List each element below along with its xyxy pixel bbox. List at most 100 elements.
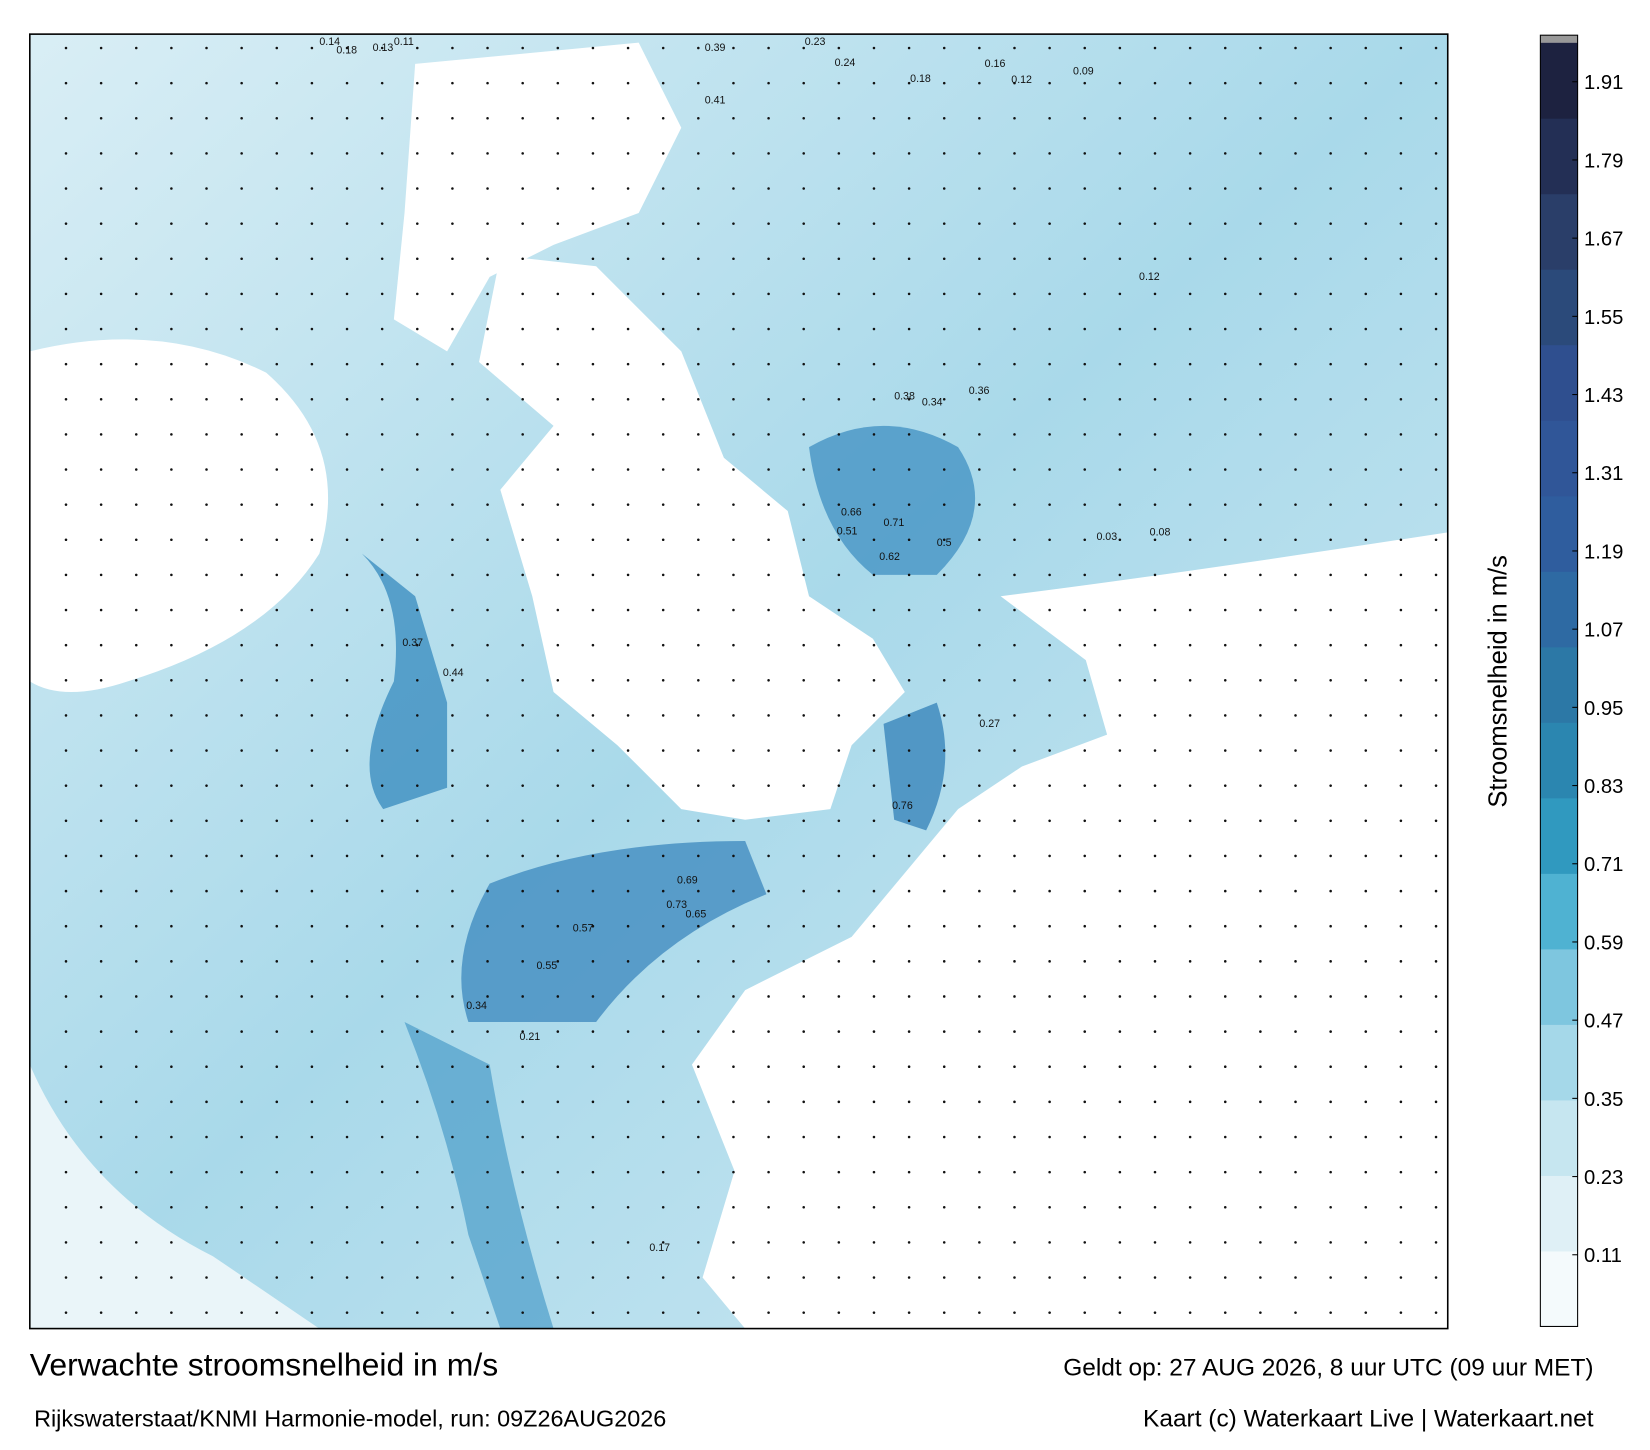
vector-dot [170,362,173,366]
vector-dot [1083,46,1087,50]
vector-dot [416,257,419,261]
vector-dot [345,116,349,120]
vector-dot [661,468,665,471]
vector-dot [1434,538,1438,542]
vector-dot [1153,292,1157,296]
vector-dot [521,1276,524,1279]
vector-dot [521,292,524,296]
vector-dot [486,1030,489,1033]
vector-dot [661,1205,665,1209]
vector-dot [556,714,560,717]
vector-dot [697,1276,700,1279]
speed-label: 0.16 [985,58,1006,70]
vector-dot [170,327,173,331]
vector-dot [802,854,805,858]
vector-dot [1364,1311,1368,1314]
vector-dot [1259,679,1262,682]
vector-dot [1364,1065,1368,1068]
vector-dot [275,292,279,296]
vector-dot [837,397,841,401]
vector-dot [697,854,700,858]
vector-dot [661,889,665,893]
vector-dot [942,433,946,436]
vector-dot [64,1135,68,1139]
vector-dot [1329,292,1332,296]
vector-dot [1013,1241,1016,1244]
vector-dot [205,362,208,366]
vector-dot [1083,643,1087,647]
vector-dot [380,854,384,858]
vector-dot [626,608,630,612]
vector-dot [1118,362,1122,366]
vector-dot [1223,1065,1227,1068]
vector-dot [134,1205,138,1209]
vector-dot [872,152,876,155]
vector-dot [275,1241,279,1244]
vector-dot [345,327,349,331]
vector-dot [205,643,208,647]
vector-dot [661,1276,665,1279]
vector-dot [697,995,700,998]
vector-dot [591,1135,595,1139]
speed-label: 0.62 [879,551,900,563]
vector-dot [1434,327,1438,331]
vector-dot [697,749,700,752]
vector-dot [1188,81,1192,85]
vector-dot [1153,362,1157,366]
vector-dot [1399,784,1403,787]
vector-dot [380,397,384,401]
vector-dot [942,784,946,787]
vector-dot [1434,222,1438,225]
vector-dot [591,1065,595,1068]
vector-dot [416,433,419,436]
vector-dot [661,643,665,647]
vector-dot [732,1135,735,1139]
vector-dot [451,573,454,577]
vector-dot [1329,924,1332,928]
vector-dot [521,714,524,717]
vector-dot [310,608,314,612]
vector-dot [310,1065,314,1068]
vector-dot [275,468,279,471]
vector-dot [1048,1030,1051,1033]
vector-dot [380,116,384,120]
vector-dot [205,924,208,928]
vector-dot [1434,292,1438,296]
vector-dot [837,573,841,577]
colorbar-band [1540,948,1578,1025]
colorbar-tick-label: 0.71 [1584,854,1623,876]
vector-dot [556,433,560,436]
vector-dot [521,573,524,577]
vector-dot [802,152,805,155]
vector-dot [802,573,805,577]
vector-dot [837,1030,841,1033]
vector-dot [345,1065,349,1068]
vector-dot [310,152,314,155]
vector-dot [837,46,841,50]
vector-dot [170,1241,173,1244]
vector-dot [240,714,243,717]
vector-dot [99,397,103,401]
vector-dot [1294,1135,1297,1139]
vector-dot [134,81,138,85]
vector-dot [556,679,560,682]
vector-dot [556,608,560,612]
vector-dot [802,538,805,542]
vector-dot [134,714,138,717]
vector-dot [1329,116,1332,120]
vector-dot [205,46,208,50]
vector-dot [486,889,489,893]
vector-dot [345,854,349,858]
vector-dot [556,1135,560,1139]
vector-dot [1364,714,1368,717]
vector-dot [380,292,384,296]
vector-dot [978,1276,981,1279]
vector-dot [767,784,770,787]
vector-dot [907,538,911,542]
vector-dot [170,995,173,998]
vector-dot [1048,1311,1051,1314]
colorbar-band [1540,873,1578,950]
vector-dot [1083,538,1087,542]
vector-dot [275,749,279,752]
vector-dot [240,679,243,682]
